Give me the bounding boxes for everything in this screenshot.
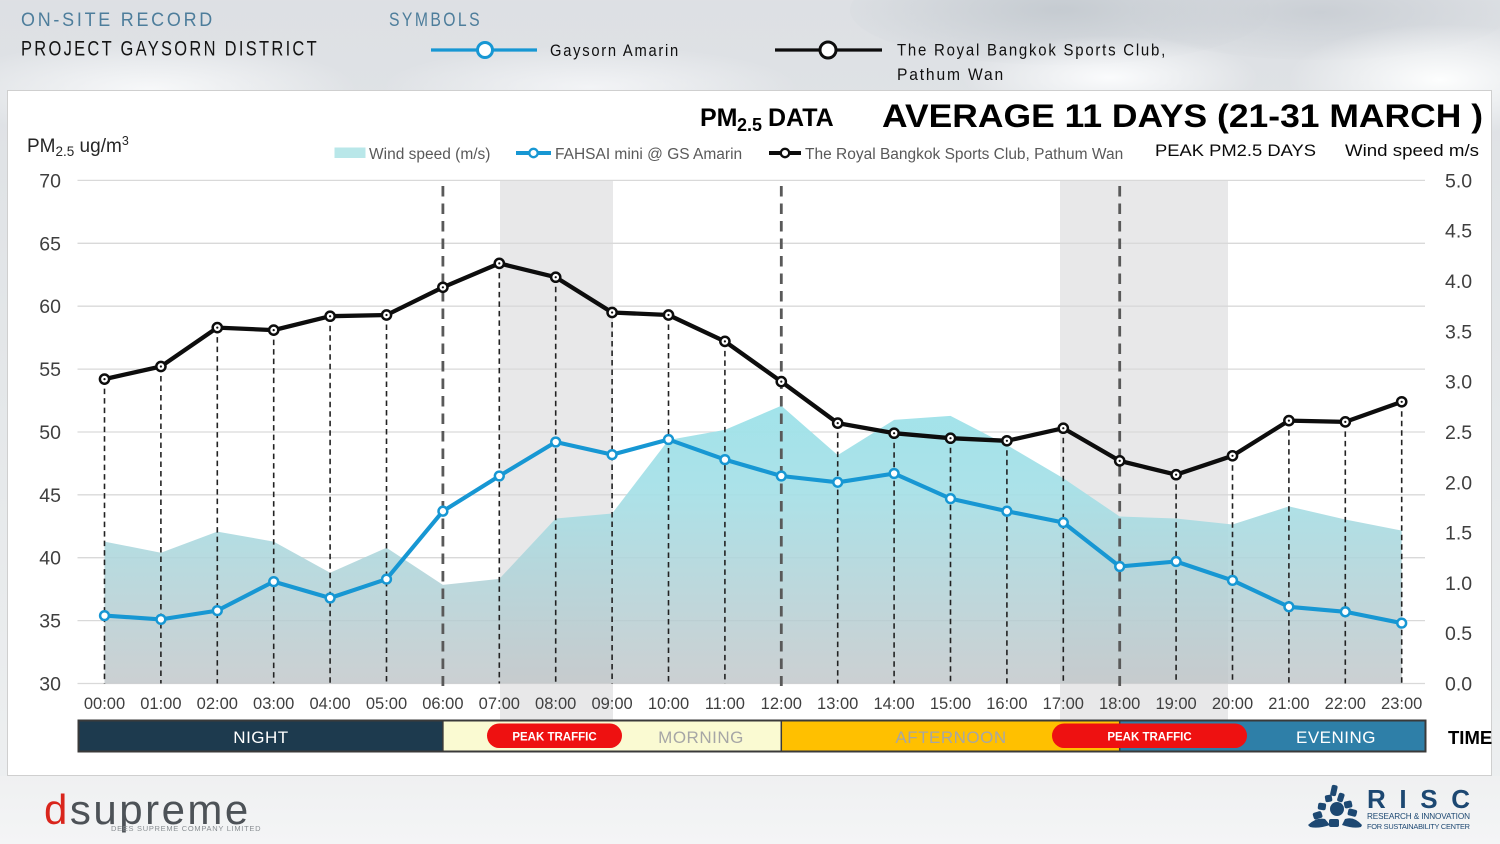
svg-text:DATA: DATA bbox=[768, 104, 834, 132]
svg-text:PEAK TRAFFIC: PEAK TRAFFIC bbox=[1107, 732, 1191, 744]
svg-text:PEAK TRAFFIC: PEAK TRAFFIC bbox=[512, 732, 596, 744]
svg-text:12:00: 12:00 bbox=[761, 695, 802, 713]
svg-text:2.0: 2.0 bbox=[1445, 472, 1472, 494]
svg-text:AVERAGE 11 DAYS (21-31 MARCH ): AVERAGE 11 DAYS (21-31 MARCH ) bbox=[882, 98, 1483, 134]
svg-text:08:00: 08:00 bbox=[535, 695, 576, 713]
svg-text:19:00: 19:00 bbox=[1155, 695, 1196, 713]
svg-text:PEAK PM2.5 DAYS: PEAK PM2.5 DAYS bbox=[1155, 141, 1316, 160]
svg-text:Wind speed (m/s): Wind speed (m/s) bbox=[369, 146, 490, 163]
svg-text:0.5: 0.5 bbox=[1445, 623, 1472, 645]
svg-text:5.0: 5.0 bbox=[1445, 170, 1472, 192]
svg-text:01:00: 01:00 bbox=[140, 695, 181, 713]
svg-text:20:00: 20:00 bbox=[1212, 695, 1253, 713]
svg-text:FAHSAI mini @ GS Amarin: FAHSAI mini @ GS Amarin bbox=[555, 146, 742, 163]
svg-text:70: 70 bbox=[39, 170, 61, 192]
svg-text:EVENING: EVENING bbox=[1296, 728, 1376, 747]
svg-text:60: 60 bbox=[39, 296, 61, 318]
svg-text:Gaysorn Amarin: Gaysorn Amarin bbox=[550, 41, 680, 60]
svg-text:0.0: 0.0 bbox=[1445, 674, 1472, 696]
svg-text:FOR SUSTAINABILITY CENTER: FOR SUSTAINABILITY CENTER bbox=[1367, 822, 1470, 831]
svg-text:21:00: 21:00 bbox=[1268, 695, 1309, 713]
svg-text:22:00: 22:00 bbox=[1325, 695, 1366, 713]
svg-text:06:00: 06:00 bbox=[422, 695, 463, 713]
svg-text:ON-SITE RECORD: ON-SITE RECORD bbox=[21, 9, 215, 31]
svg-text:PM2.5 ug/m3: PM2.5 ug/m3 bbox=[27, 134, 129, 159]
svg-text:10:00: 10:00 bbox=[648, 695, 689, 713]
svg-text:30: 30 bbox=[39, 674, 61, 696]
svg-text:50: 50 bbox=[39, 422, 61, 444]
svg-text:03:00: 03:00 bbox=[253, 695, 294, 713]
svg-text:Wind speed m/s: Wind speed m/s bbox=[1345, 141, 1479, 160]
svg-text:The Royal Bangkok Sports Club,: The Royal Bangkok Sports Club, bbox=[897, 41, 1167, 60]
svg-text:TIME: TIME bbox=[1448, 727, 1492, 748]
svg-text:16:00: 16:00 bbox=[986, 695, 1027, 713]
svg-text:1.0: 1.0 bbox=[1445, 573, 1472, 595]
svg-text:09:00: 09:00 bbox=[591, 695, 632, 713]
svg-text:15:00: 15:00 bbox=[930, 695, 971, 713]
svg-text:65: 65 bbox=[39, 233, 61, 255]
svg-text:3.0: 3.0 bbox=[1445, 372, 1472, 394]
svg-text:17:00: 17:00 bbox=[1043, 695, 1084, 713]
svg-text:4.0: 4.0 bbox=[1445, 271, 1472, 293]
svg-text:11:00: 11:00 bbox=[705, 695, 745, 713]
svg-text:RISC: RISC bbox=[1367, 784, 1470, 814]
svg-text:40: 40 bbox=[39, 548, 61, 570]
svg-text:04:00: 04:00 bbox=[309, 695, 350, 713]
svg-text:NIGHT: NIGHT bbox=[233, 728, 288, 747]
svg-text:00:00: 00:00 bbox=[84, 695, 125, 713]
svg-text:07:00: 07:00 bbox=[479, 695, 520, 713]
svg-text:05:00: 05:00 bbox=[366, 695, 407, 713]
svg-text:02:00: 02:00 bbox=[197, 695, 238, 713]
svg-text:Pathum Wan: Pathum Wan bbox=[897, 65, 1005, 84]
svg-text:35: 35 bbox=[39, 611, 61, 633]
svg-text:55: 55 bbox=[39, 359, 61, 381]
svg-text:23:00: 23:00 bbox=[1381, 695, 1422, 713]
svg-text:13:00: 13:00 bbox=[817, 695, 858, 713]
svg-text:14:00: 14:00 bbox=[873, 695, 914, 713]
svg-text:18:00: 18:00 bbox=[1099, 695, 1140, 713]
svg-text:PROJECT GAYSORN DISTRICT: PROJECT GAYSORN DISTRICT bbox=[21, 37, 319, 61]
svg-text:4.5: 4.5 bbox=[1445, 221, 1472, 243]
svg-text:2.5: 2.5 bbox=[737, 115, 762, 135]
svg-text:1.5: 1.5 bbox=[1445, 523, 1472, 545]
svg-text:2.5: 2.5 bbox=[1445, 422, 1472, 444]
svg-text:AFTERNOON: AFTERNOON bbox=[895, 728, 1006, 747]
svg-text:RESEARCH & INNOVATION: RESEARCH & INNOVATION bbox=[1367, 812, 1470, 821]
svg-text:PM: PM bbox=[700, 104, 738, 132]
svg-text:MORNING: MORNING bbox=[658, 728, 744, 747]
svg-text:The Royal Bangkok Sports Club,: The Royal Bangkok Sports Club, Pathum Wa… bbox=[805, 146, 1123, 163]
svg-text:3.5: 3.5 bbox=[1445, 321, 1472, 343]
svg-text:SYMBOLS: SYMBOLS bbox=[389, 9, 482, 31]
svg-text:45: 45 bbox=[39, 485, 61, 507]
